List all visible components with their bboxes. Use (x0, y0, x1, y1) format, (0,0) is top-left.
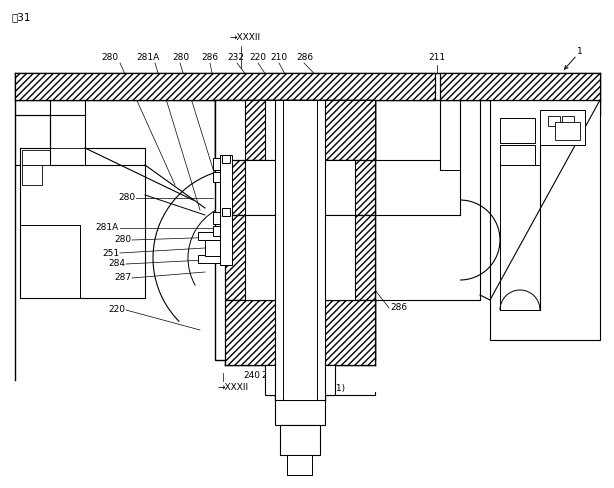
Bar (220, 155, 232, 265)
Bar (215, 100, 375, 160)
Bar (265, 100, 315, 160)
Text: 280: 280 (114, 236, 131, 244)
Bar (440, 73, 600, 100)
Bar (213, 212, 228, 224)
Text: 240: 240 (244, 370, 260, 380)
Bar (22, 150, 50, 165)
Bar (225, 300, 375, 365)
Bar (287, 455, 312, 475)
Text: 211: 211 (429, 53, 446, 61)
Text: →XXXII: →XXXII (230, 33, 261, 41)
Bar (275, 100, 325, 400)
Bar (500, 118, 535, 143)
Text: 1: 1 (577, 47, 583, 57)
Text: 280: 280 (173, 53, 190, 61)
Bar (295, 100, 375, 360)
Text: 281A: 281A (96, 224, 119, 232)
Bar (315, 100, 375, 160)
Bar (265, 365, 335, 395)
Text: 232: 232 (273, 384, 290, 392)
Bar (275, 395, 325, 425)
Text: →XXXII: →XXXII (218, 384, 249, 392)
Bar (540, 110, 585, 145)
Bar (22, 165, 42, 185)
Text: 280: 280 (118, 194, 135, 203)
Bar (225, 160, 375, 215)
Text: 284: 284 (108, 260, 125, 268)
Bar (562, 116, 574, 126)
Bar (245, 100, 295, 160)
Bar (280, 425, 320, 455)
Text: 281A: 281A (136, 53, 160, 61)
Bar (245, 160, 355, 215)
Text: 220: 220 (249, 53, 266, 61)
Bar (222, 208, 230, 216)
Text: 286: 286 (201, 53, 219, 61)
Text: 30#: 30# (306, 401, 325, 409)
Text: 286: 286 (262, 370, 279, 380)
Bar (215, 100, 295, 360)
Bar (198, 255, 228, 263)
Text: 232: 232 (228, 53, 244, 61)
Text: 231(221): 231(221) (305, 384, 346, 392)
Text: 220: 220 (108, 305, 125, 314)
Bar (20, 148, 145, 298)
Bar (225, 215, 375, 300)
Bar (213, 172, 228, 182)
Bar (548, 116, 560, 126)
Text: 287: 287 (114, 273, 131, 283)
Bar (275, 300, 325, 365)
Text: 図31: 図31 (12, 12, 31, 22)
Bar (15, 73, 435, 100)
Text: 251: 251 (102, 248, 119, 258)
Bar (555, 122, 580, 140)
Bar (490, 100, 600, 340)
Bar (198, 232, 228, 240)
Bar (500, 145, 535, 165)
Bar (213, 158, 228, 170)
Bar (213, 226, 228, 236)
Text: 210: 210 (270, 53, 287, 61)
Text: 280: 280 (101, 53, 119, 61)
Bar (205, 240, 220, 256)
Text: 286: 286 (297, 53, 314, 61)
Bar (222, 155, 230, 163)
Text: 286: 286 (390, 304, 407, 312)
Bar (245, 215, 355, 300)
Bar (283, 100, 317, 400)
